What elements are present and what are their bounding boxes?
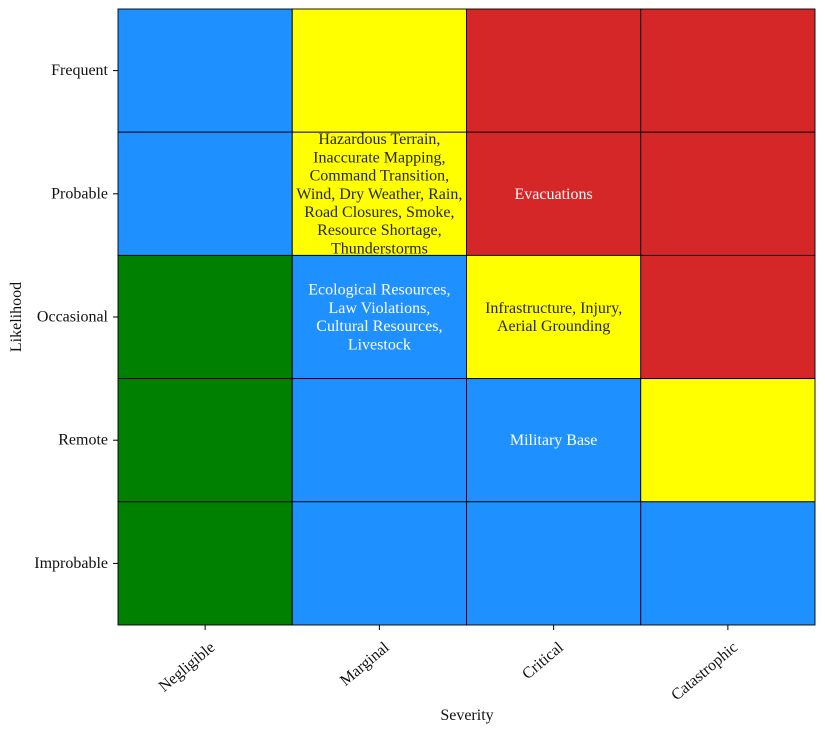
heatmap-cell-2-3 bbox=[640, 254, 816, 380]
x-tick-label: Catastrophic bbox=[668, 639, 741, 704]
heatmap-cell-1-2 bbox=[466, 131, 642, 256]
cell-label-1-1: Hazardous Terrain, Inaccurate Mapping, Com… bbox=[296, 131, 462, 257]
x-tick-label: Negligible bbox=[156, 639, 219, 695]
heatmap-cell-4-3 bbox=[640, 501, 816, 626]
heatmap-cell-labels: Hazardous Terrain, Inaccurate Mapping, Com… bbox=[296, 131, 622, 449]
x-axis-label: Severity bbox=[440, 707, 493, 724]
y-axis: Frequent Probable Occasional Remote Improbab… bbox=[34, 62, 118, 572]
heatmap-cell-3-3 bbox=[640, 378, 816, 503]
heatmap-cell-4-1 bbox=[291, 501, 467, 626]
y-tick-label: Occasional bbox=[37, 309, 109, 326]
y-tick-label: Probable bbox=[51, 185, 108, 202]
heatmap-cell-1-0 bbox=[117, 131, 293, 256]
heatmap-cell-3-2 bbox=[466, 378, 642, 503]
x-axis: Negligible Marginal Critical Catastrophic bbox=[156, 625, 741, 704]
cell-label-2-2: Infrastructure, Injury, Aerial Grounding bbox=[485, 299, 622, 334]
heatmap-cell-0-2 bbox=[466, 8, 642, 133]
heatmap-cell-2-1 bbox=[291, 254, 467, 380]
heatmap-cell-1-1 bbox=[291, 131, 467, 256]
cell-label-1-2: Evacuations bbox=[515, 185, 593, 202]
y-tick-label: Remote bbox=[58, 432, 108, 449]
cell-label-2-1: Ecological Resources, Law Violations, Cult… bbox=[308, 281, 450, 353]
heatmap-cell-0-0 bbox=[117, 8, 293, 133]
x-tick-label: Critical bbox=[519, 639, 567, 683]
heatmap-cell-4-0 bbox=[117, 501, 293, 626]
heatmap-cell-3-1 bbox=[291, 378, 467, 503]
y-tick-label: Frequent bbox=[51, 62, 108, 79]
y-axis-label: Likelihood bbox=[8, 282, 25, 352]
heatmap-cell-2-0 bbox=[117, 254, 293, 380]
heatmap-cell-2-2 bbox=[466, 254, 642, 380]
cell-label-3-2: Military Base bbox=[510, 432, 598, 449]
heatmap-cell-4-2 bbox=[466, 501, 642, 626]
heatmap-cell-1-3 bbox=[640, 131, 816, 256]
x-tick-label: Marginal bbox=[337, 639, 393, 690]
y-tick-label: Improbable bbox=[34, 555, 108, 572]
heatmap-cell-3-0 bbox=[117, 378, 293, 503]
heatmap-cell-0-3 bbox=[640, 8, 816, 133]
heatmap-cell-0-1 bbox=[291, 8, 467, 133]
heatmap-cells bbox=[117, 8, 816, 626]
